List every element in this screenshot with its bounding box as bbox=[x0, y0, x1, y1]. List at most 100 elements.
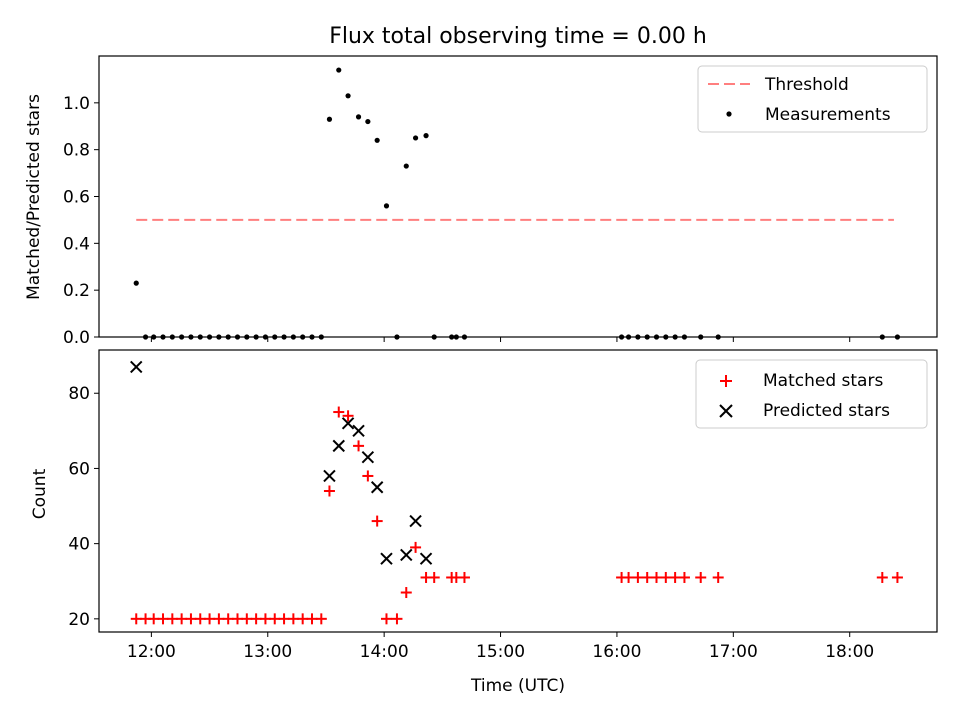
matched-star-marker bbox=[428, 571, 440, 583]
x-tick-label: 15:00 bbox=[476, 642, 525, 662]
matched-star-marker bbox=[458, 571, 470, 583]
bottom-legend: Matched stars Predicted stars bbox=[695, 359, 928, 429]
x-tick-label: 12:00 bbox=[127, 642, 176, 662]
predicted-stars-points bbox=[130, 360, 433, 565]
matched-star-marker bbox=[678, 571, 690, 583]
matched-star-marker bbox=[660, 571, 672, 583]
x-tick-label: 17:00 bbox=[709, 642, 758, 662]
figure-title: Flux total observing time = 0.00 h bbox=[329, 24, 707, 49]
legend-measurements-swatch bbox=[726, 111, 732, 117]
matched-star-marker bbox=[712, 571, 724, 583]
matched-star-marker bbox=[632, 571, 644, 583]
matched-star-marker bbox=[250, 613, 262, 625]
predicted-star-marker bbox=[361, 450, 375, 464]
predicted-star-marker bbox=[332, 439, 345, 453]
matched-star-marker bbox=[287, 613, 299, 625]
measurement-point bbox=[365, 118, 371, 125]
matched-star-marker bbox=[371, 515, 383, 527]
bottom-legend-box bbox=[695, 359, 928, 429]
matched-star-marker bbox=[333, 406, 345, 418]
matched-star-marker bbox=[176, 613, 188, 625]
predicted-star-marker bbox=[370, 481, 384, 494]
top-y-tick-label: 0.8 bbox=[63, 141, 90, 161]
top-y-tick-label: 0.4 bbox=[63, 234, 90, 254]
matched-star-marker bbox=[323, 485, 335, 497]
matched-star-marker bbox=[400, 587, 412, 599]
measurement-point bbox=[423, 133, 429, 139]
measurement-point bbox=[336, 67, 342, 73]
predicted-star-marker bbox=[352, 424, 365, 438]
measurement-point bbox=[345, 93, 351, 99]
top-panel: 0.0 0.2 0.4 0.6 0.8 1.0 Matched/Predicted sta… bbox=[24, 55, 938, 348]
legend-predicted-swatch bbox=[719, 404, 733, 418]
predicted-star-marker bbox=[409, 514, 422, 528]
x-tick-label: 18:00 bbox=[825, 642, 874, 662]
legend-predicted-label: Predicted stars bbox=[763, 401, 890, 421]
x-tick-label: 14:00 bbox=[360, 642, 409, 662]
x-axis-label: Time (UTC) bbox=[470, 676, 565, 696]
matched-star-marker bbox=[380, 613, 392, 625]
bottom-y-tick-label: 20 bbox=[68, 610, 90, 630]
matched-star-marker bbox=[891, 571, 903, 583]
matched-star-marker bbox=[269, 613, 281, 625]
x-tick-label: 13:00 bbox=[243, 642, 292, 662]
top-y-tick-label: 0.2 bbox=[63, 281, 90, 301]
matched-star-marker bbox=[651, 571, 663, 583]
legend-matched-swatch bbox=[720, 375, 732, 387]
matched-star-marker bbox=[695, 571, 707, 583]
top-axes-frame bbox=[98, 55, 938, 338]
top-y-axis-label: Matched/Predicted stars bbox=[24, 94, 44, 300]
matched-star-marker bbox=[297, 613, 309, 625]
measurement-point bbox=[355, 114, 362, 120]
top-y-tick-label: 1.0 bbox=[63, 94, 90, 114]
predicted-star-marker bbox=[130, 360, 143, 374]
bottom-y-tick-label: 80 bbox=[68, 384, 90, 404]
legend-threshold-label: Threshold bbox=[764, 75, 849, 95]
measurement-point bbox=[403, 163, 409, 169]
matched-star-marker bbox=[410, 541, 422, 553]
bottom-y-tick-label: 40 bbox=[68, 535, 90, 555]
bottom-y-axis-label: Count bbox=[30, 468, 50, 519]
legend-measurements-label: Measurements bbox=[765, 105, 891, 125]
measurement-point bbox=[133, 280, 139, 286]
matched-star-marker bbox=[362, 470, 374, 482]
matched-star-marker bbox=[669, 571, 681, 583]
top-y-ticks: 0.0 0.2 0.4 0.6 0.8 1.0 bbox=[63, 94, 99, 348]
matched-star-marker bbox=[166, 613, 178, 625]
measurement-point bbox=[412, 135, 419, 141]
bottom-y-tick-label: 60 bbox=[68, 459, 90, 479]
predicted-star-marker bbox=[400, 548, 413, 562]
matched-star-marker bbox=[353, 440, 365, 452]
matched-star-marker bbox=[222, 613, 234, 625]
matched-star-marker bbox=[204, 613, 216, 625]
matched-star-marker bbox=[232, 613, 244, 625]
x-tick-label: 16:00 bbox=[592, 642, 641, 662]
matched-star-marker bbox=[623, 571, 635, 583]
measurement-point bbox=[374, 137, 380, 143]
matched-star-marker bbox=[157, 613, 169, 625]
matched-star-marker bbox=[306, 613, 318, 625]
matched-star-marker bbox=[342, 410, 354, 422]
matched-star-marker bbox=[259, 613, 271, 625]
legend-matched-label: Matched stars bbox=[763, 371, 883, 391]
predicted-star-marker bbox=[380, 552, 393, 565]
bottom-x-ticks: 12:00 13:00 14:00 15:00 16:00 17:00 18:00 bbox=[127, 632, 874, 662]
matched-star-marker bbox=[185, 613, 197, 625]
matched-star-marker bbox=[876, 571, 888, 583]
matched-star-marker bbox=[213, 613, 225, 625]
predicted-star-marker bbox=[323, 469, 336, 483]
matched-star-marker bbox=[241, 613, 253, 625]
bottom-axes-frame bbox=[98, 349, 938, 633]
top-y-tick-label: 0.6 bbox=[63, 188, 90, 208]
matched-star-marker bbox=[148, 613, 160, 625]
bottom-y-ticks: 20 40 60 80 bbox=[68, 384, 99, 630]
matched-star-marker bbox=[194, 613, 206, 625]
measurement-point bbox=[383, 203, 390, 209]
top-y-tick-label: 0.0 bbox=[63, 328, 90, 348]
matched-star-marker bbox=[391, 613, 403, 625]
top-legend-box bbox=[697, 65, 928, 133]
matched-star-marker bbox=[315, 613, 327, 625]
measurement-point bbox=[326, 116, 333, 122]
